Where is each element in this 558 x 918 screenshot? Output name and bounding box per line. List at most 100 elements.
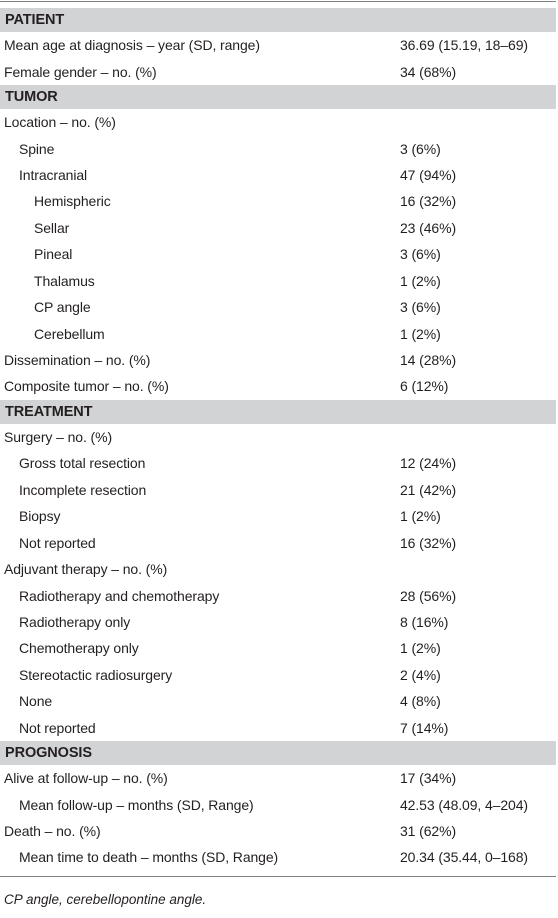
row-value: 31 (62%) bbox=[400, 823, 457, 840]
table-row: Mean follow-up – months (SD, Range) 42.53… bbox=[0, 791, 556, 817]
table-row: Mean time to death – months (SD, Range) 2… bbox=[0, 844, 556, 870]
row-label: Adjuvant therapy – no. (%) bbox=[4, 561, 168, 578]
table-row: Thalamus 1 (2%) bbox=[0, 268, 556, 294]
row-value: 3 (6%) bbox=[400, 140, 441, 157]
section-header: TREATMENT bbox=[0, 399, 556, 424]
row-label: Not reported bbox=[19, 534, 96, 551]
section-header: PROGNOSIS bbox=[0, 740, 556, 765]
table-row: Spine 3 (6%) bbox=[0, 135, 556, 161]
row-value: 17 (34%) bbox=[400, 770, 457, 787]
table-row: Composite tumor – no. (%) 6 (12%) bbox=[0, 373, 556, 399]
table-row: Gross total resection 12 (24%) bbox=[0, 450, 556, 476]
row-label: Mean time to death – months (SD, Range) bbox=[19, 849, 279, 866]
row-label: Composite tumor – no. (%) bbox=[4, 378, 169, 395]
row-label: None bbox=[19, 693, 53, 710]
row-value: 1 (2%) bbox=[400, 325, 441, 342]
row-label: Mean age at diagnosis – year (SD, range) bbox=[4, 37, 260, 54]
row-value: 42.53 (48.09, 4–204) bbox=[400, 796, 528, 813]
row-value: 16 (32%) bbox=[400, 193, 457, 210]
row-value: 1 (2%) bbox=[400, 272, 441, 289]
row-value: 16 (32%) bbox=[400, 534, 457, 551]
section-header-row: PROGNOSIS bbox=[0, 740, 556, 765]
row-value: 3 (6%) bbox=[400, 299, 441, 316]
section-header: PATIENT bbox=[0, 8, 556, 32]
row-value: 2 (4%) bbox=[400, 666, 441, 683]
row-value: 7 (14%) bbox=[400, 719, 449, 736]
row-label: Thalamus bbox=[34, 272, 95, 289]
section-header: TUMOR bbox=[0, 84, 556, 109]
row-label: Stereotactic radiosurgery bbox=[19, 666, 173, 683]
row-value: 12 (24%) bbox=[400, 455, 457, 472]
row-label: Not reported bbox=[19, 719, 96, 736]
bottom-rule bbox=[0, 876, 556, 877]
table-row: Dissemination – no. (%) 14 (28%) bbox=[0, 347, 556, 373]
table-row: Female gender – no. (%) 34 (68%) bbox=[0, 58, 556, 84]
row-label: Gross total resection bbox=[19, 455, 146, 472]
table-row: Not reported 7 (14%) bbox=[0, 715, 556, 741]
row-label: Intracranial bbox=[19, 166, 88, 183]
section-header-row: TREATMENT bbox=[0, 399, 556, 424]
row-value: 21 (42%) bbox=[400, 481, 457, 498]
row-value: 8 (16%) bbox=[400, 613, 449, 630]
row-label: Chemotherapy only bbox=[19, 640, 139, 657]
row-value: 4 (8%) bbox=[400, 693, 441, 710]
table-row: Radiotherapy only 8 (16%) bbox=[0, 609, 556, 635]
row-label: Dissemination – no. (%) bbox=[4, 352, 151, 369]
table-row: Adjuvant therapy – no. (%) bbox=[0, 556, 556, 582]
table-row: Mean age at diagnosis – year (SD, range)… bbox=[0, 32, 556, 58]
row-label: Surgery – no. (%) bbox=[4, 428, 113, 445]
row-value bbox=[398, 109, 556, 135]
row-value: 36.69 (15.19, 18–69) bbox=[400, 37, 528, 54]
top-rule bbox=[0, 1, 556, 2]
table-row: Location – no. (%) bbox=[0, 109, 556, 135]
row-label: Mean follow-up – months (SD, Range) bbox=[19, 796, 254, 813]
row-label: CP angle bbox=[34, 299, 91, 316]
row-label: Cerebellum bbox=[34, 325, 105, 342]
row-value: 3 (6%) bbox=[400, 246, 441, 263]
row-value: 14 (28%) bbox=[400, 352, 457, 369]
table-row: CP angle 3 (6%) bbox=[0, 294, 556, 320]
table-row: Incomplete resection 21 (42%) bbox=[0, 477, 556, 503]
row-label: Hemispheric bbox=[34, 193, 111, 210]
row-value: 34 (68%) bbox=[400, 63, 457, 80]
row-value: 23 (46%) bbox=[400, 219, 457, 236]
row-value bbox=[398, 424, 556, 450]
section-header-row: TUMOR bbox=[0, 84, 556, 109]
row-label: Radiotherapy only bbox=[19, 613, 131, 630]
row-value: 20.34 (35.44, 0–168) bbox=[400, 849, 528, 866]
table-row: Intracranial 47 (94%) bbox=[0, 162, 556, 188]
table-row: Sellar 23 (46%) bbox=[0, 215, 556, 241]
table-row: Pineal 3 (6%) bbox=[0, 241, 556, 267]
row-label: Spine bbox=[19, 140, 55, 157]
row-label: Incomplete resection bbox=[19, 481, 147, 498]
table-row: Radiotherapy and chemotherapy 28 (56%) bbox=[0, 582, 556, 608]
row-label: Death – no. (%) bbox=[4, 823, 101, 840]
row-value: 28 (56%) bbox=[400, 587, 457, 604]
row-label: Location – no. (%) bbox=[4, 114, 116, 131]
table-row: Chemotherapy only 1 (2%) bbox=[0, 635, 556, 661]
row-value: 1 (2%) bbox=[400, 508, 441, 525]
table-row: Hemispheric 16 (32%) bbox=[0, 188, 556, 214]
table-body: PATIENT Mean age at diagnosis – year (SD,… bbox=[0, 8, 556, 871]
table-footnote: CP angle, cerebellopontine angle. bbox=[4, 892, 207, 907]
table-row: Not reported 16 (32%) bbox=[0, 529, 556, 555]
table-row: Stereotactic radiosurgery 2 (4%) bbox=[0, 662, 556, 688]
table-row: Alive at follow-up – no. (%) 17 (34%) bbox=[0, 765, 556, 791]
row-label: Sellar bbox=[34, 219, 70, 236]
row-value: 6 (12%) bbox=[400, 378, 449, 395]
row-label: Pineal bbox=[34, 246, 73, 263]
table-row: None 4 (8%) bbox=[0, 688, 556, 714]
section-header-row: PATIENT bbox=[0, 8, 556, 32]
row-value: 47 (94%) bbox=[400, 166, 457, 183]
row-value: 1 (2%) bbox=[400, 640, 441, 657]
table-row: Surgery – no. (%) bbox=[0, 424, 556, 450]
table-row: Death – no. (%) 31 (62%) bbox=[0, 818, 556, 844]
table-row: Cerebellum 1 (2%) bbox=[0, 320, 556, 346]
row-label: Alive at follow-up – no. (%) bbox=[4, 770, 168, 787]
patient-characteristics-table: PATIENT Mean age at diagnosis – year (SD,… bbox=[0, 8, 556, 871]
row-value bbox=[398, 556, 556, 582]
row-label: Biopsy bbox=[19, 508, 61, 525]
row-label: Female gender – no. (%) bbox=[4, 63, 157, 80]
row-label: Radiotherapy and chemotherapy bbox=[19, 587, 220, 604]
table-row: Biopsy 1 (2%) bbox=[0, 503, 556, 529]
